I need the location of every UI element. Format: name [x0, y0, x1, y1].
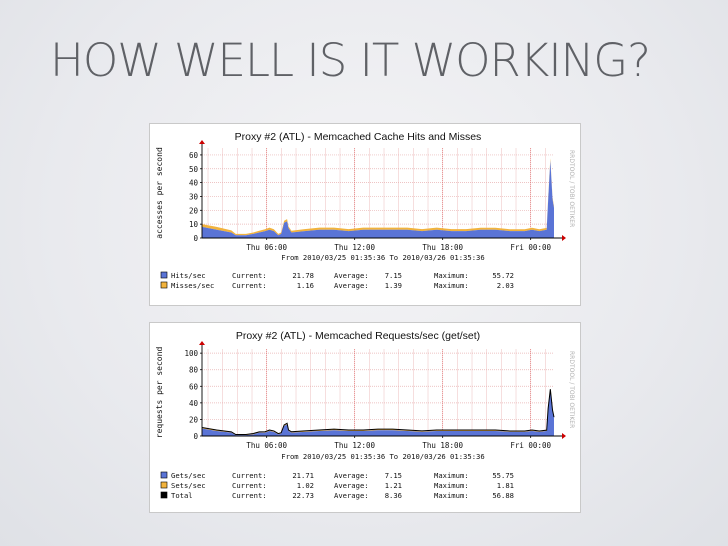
- legend-average-value: 1.39: [385, 281, 402, 290]
- y-axis-label: accesses per second: [155, 147, 164, 239]
- legend-swatch: [160, 281, 168, 289]
- y-axis-label: requests per second: [155, 347, 164, 439]
- chart-panel-hits-misses: Proxy #2 (ATL) - Memcached Cache Hits an…: [149, 123, 581, 306]
- watermark: RRDTOOL / TOBI OETIKER: [568, 150, 575, 227]
- x-tick-label: Fri 00:00: [510, 441, 551, 450]
- legend-average-label: Average:: [334, 481, 369, 490]
- y-tick-label: 20: [189, 206, 199, 215]
- watermark: RRDTOOL / TOBI OETIKER: [568, 351, 575, 428]
- y-tick-label: 60: [189, 382, 199, 391]
- legend-maximum-value: 1.81: [497, 481, 514, 490]
- chart-panel-requests: Proxy #2 (ATL) - Memcached Requests/sec …: [149, 322, 581, 513]
- legend-maximum-value: 56.88: [492, 491, 514, 500]
- legend-maximum-label: Maximum:: [434, 471, 469, 480]
- legend-average-value: 7.15: [385, 471, 402, 480]
- x-tick-label: Thu 06:00: [246, 441, 287, 450]
- legend-current-label: Current:: [232, 281, 267, 290]
- x-tick-label: Thu 18:00: [422, 243, 463, 252]
- x-tick-label: Thu 18:00: [422, 441, 463, 450]
- legend-label: Total: [171, 491, 193, 500]
- plot-area: [202, 349, 554, 436]
- slide-title: HOW WELL IS IT WORKING?: [50, 34, 651, 87]
- legend-current-value: 21.71: [292, 471, 314, 480]
- legend-maximum-value: 55.75: [492, 471, 514, 480]
- legend-average-value: 8.36: [385, 491, 402, 500]
- y-tick-label: 100: [184, 349, 198, 358]
- y-axis-arrow: [199, 140, 205, 144]
- legend-swatch: [160, 271, 168, 279]
- legend-average-value: 1.21: [385, 481, 402, 490]
- y-tick-label: 40: [189, 179, 199, 188]
- y-axis-arrow: [199, 341, 205, 345]
- series-line-total: [201, 389, 555, 436]
- legend-current-value: 22.73: [292, 491, 314, 500]
- legend-current-label: Current:: [232, 271, 267, 280]
- chart-requests: Proxy #2 (ATL) - Memcached Requests/sec …: [155, 330, 575, 500]
- y-tick-label: 50: [189, 165, 199, 174]
- y-tick-label: 0: [193, 432, 198, 441]
- legend-maximum-value: 55.72: [492, 271, 514, 280]
- chart-title: Proxy #2 (ATL) - Memcached Requests/sec …: [236, 330, 480, 342]
- legend-current-label: Current:: [232, 471, 267, 480]
- legend-average-value: 7.15: [385, 271, 402, 280]
- legend-maximum-label: Maximum:: [434, 481, 469, 490]
- x-tick-label: Thu 06:00: [246, 243, 287, 252]
- legend-average-label: Average:: [334, 281, 369, 290]
- legend-average-label: Average:: [334, 491, 369, 500]
- chart-title: Proxy #2 (ATL) - Memcached Cache Hits an…: [235, 131, 482, 143]
- y-tick-label: 20: [189, 415, 199, 424]
- legend-average-label: Average:: [334, 271, 369, 280]
- y-tick-label: 60: [189, 151, 199, 160]
- y-tick-label: 40: [189, 399, 199, 408]
- legend-average-label: Average:: [334, 471, 369, 480]
- date-range: From 2010/03/25 01:35:36 To 2010/03/26 0…: [281, 452, 484, 461]
- plot-area: [202, 148, 554, 238]
- legend-label: Misses/sec: [171, 281, 214, 290]
- legend-current-value: 1.16: [297, 281, 314, 290]
- legend-label: Gets/sec: [171, 471, 206, 480]
- x-tick-label: Thu 12:00: [334, 243, 375, 252]
- y-tick-label: 0: [193, 234, 198, 243]
- x-axis-arrow: [562, 235, 566, 241]
- y-tick-label: 10: [189, 220, 199, 229]
- x-axis-arrow: [562, 433, 566, 439]
- chart-hits-misses: Proxy #2 (ATL) - Memcached Cache Hits an…: [155, 131, 575, 290]
- date-range: From 2010/03/25 01:35:36 To 2010/03/26 0…: [281, 253, 484, 262]
- y-tick-label: 30: [189, 192, 199, 201]
- legend-swatch: [160, 471, 168, 479]
- legend-current-label: Current:: [232, 491, 267, 500]
- legend-swatch: [160, 491, 168, 499]
- legend-label: Sets/sec: [171, 481, 206, 490]
- legend-current-value: 1.02: [297, 481, 314, 490]
- legend-label: Hits/sec: [171, 271, 206, 280]
- legend-swatch: [160, 481, 168, 489]
- x-tick-label: Thu 12:00: [334, 441, 375, 450]
- legend-maximum-value: 2.03: [497, 281, 514, 290]
- x-tick-label: Fri 00:00: [510, 243, 551, 252]
- y-tick-label: 80: [189, 366, 199, 375]
- legend-current-label: Current:: [232, 481, 267, 490]
- legend-maximum-label: Maximum:: [434, 271, 469, 280]
- legend-current-value: 21.78: [292, 271, 314, 280]
- legend-maximum-label: Maximum:: [434, 491, 469, 500]
- legend-maximum-label: Maximum:: [434, 281, 469, 290]
